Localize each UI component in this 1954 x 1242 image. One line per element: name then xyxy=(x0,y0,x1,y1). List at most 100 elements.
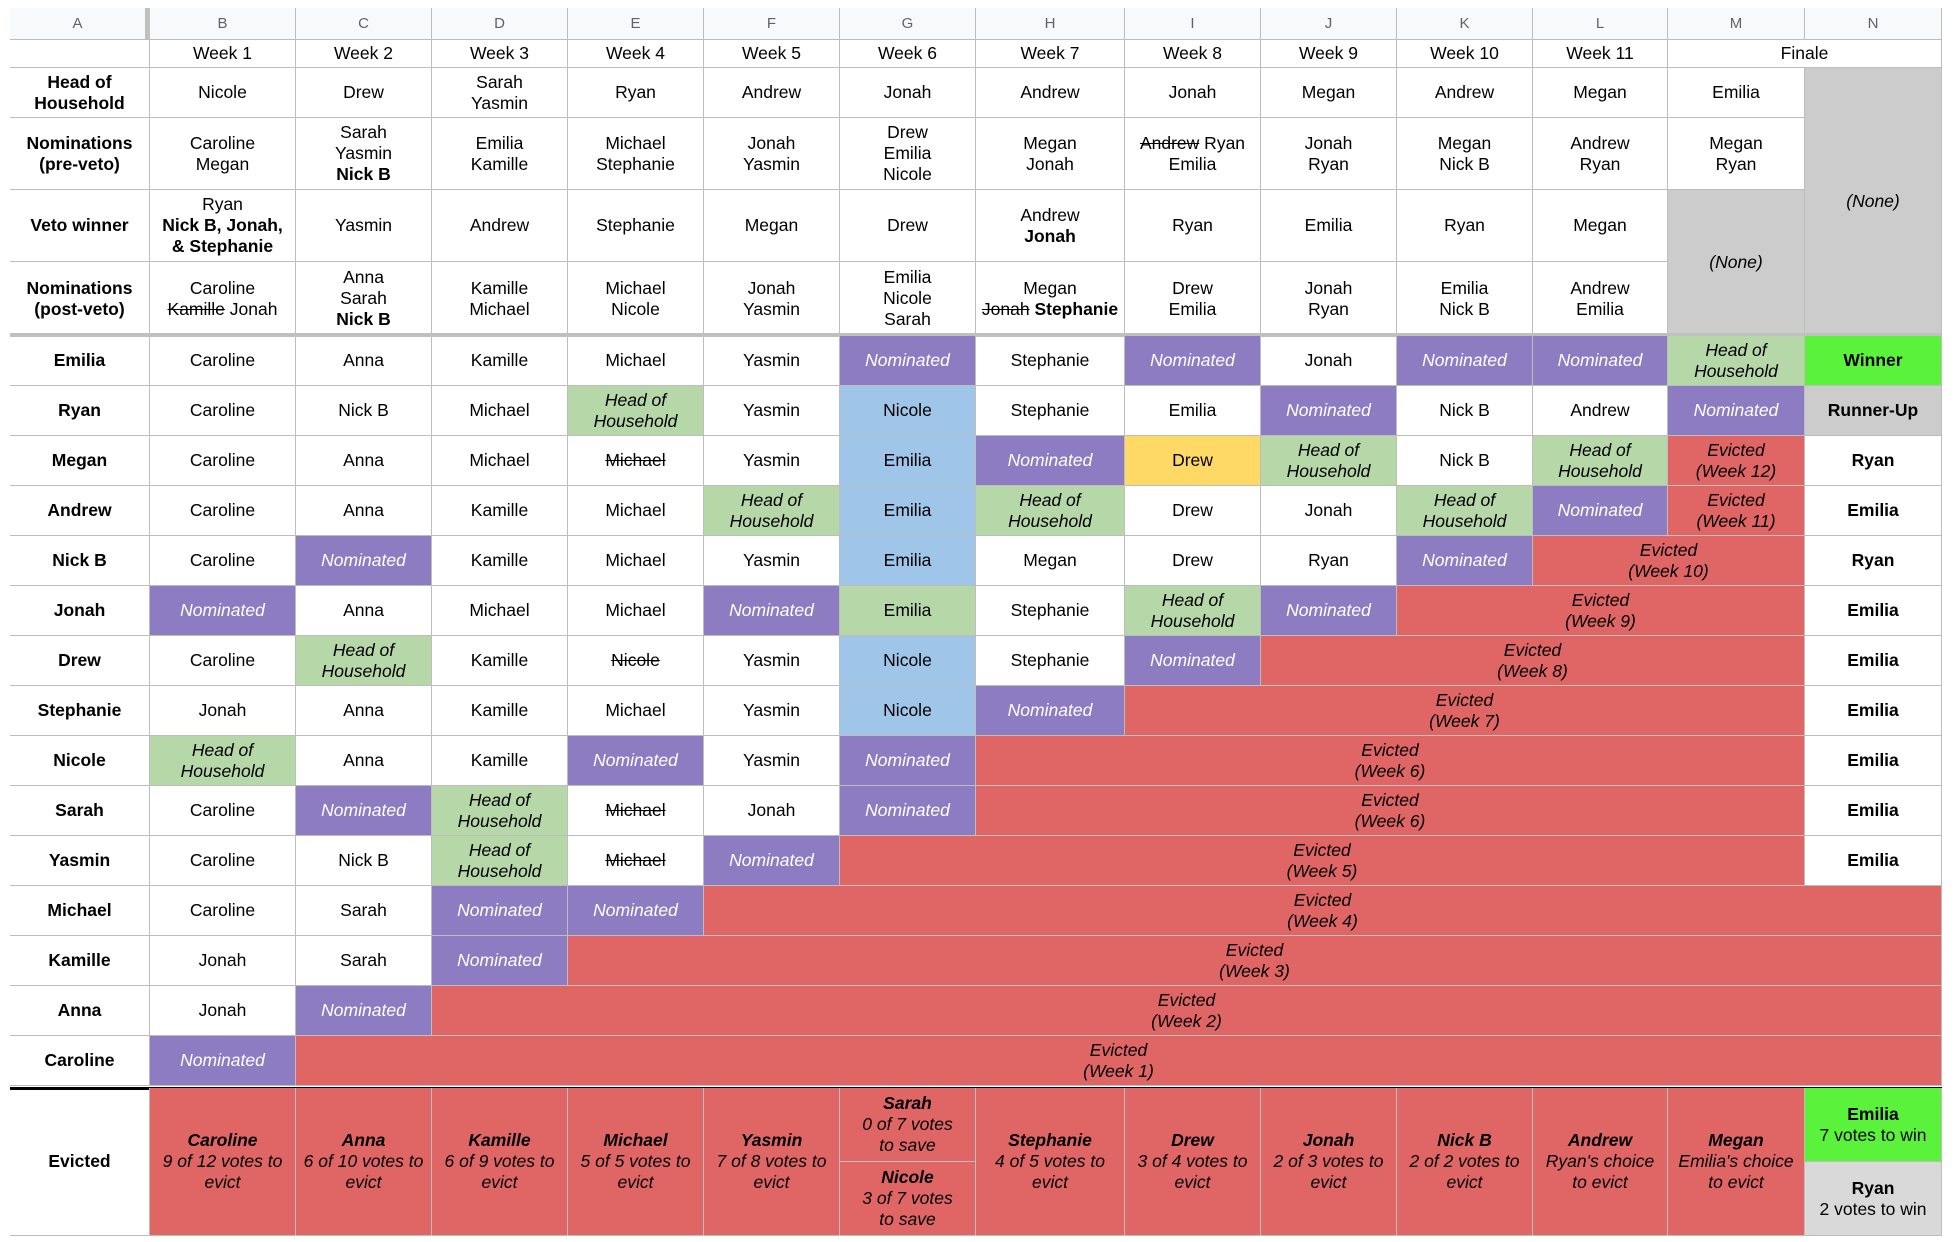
vote-cell[interactable]: Stephanie xyxy=(976,336,1125,386)
vote-cell[interactable]: Nominated xyxy=(568,886,704,936)
vote-cell[interactable]: Nicole xyxy=(568,636,704,686)
vote-cell[interactable]: Stephanie xyxy=(976,386,1125,436)
vote-cell[interactable]: Emilia xyxy=(1805,686,1942,736)
summary-cell[interactable]: Andrew Ryan xyxy=(1533,118,1668,190)
vote-cell[interactable]: Emilia xyxy=(1805,736,1942,786)
vote-cell[interactable]: Stephanie xyxy=(976,636,1125,686)
vote-cell[interactable]: Nicole xyxy=(840,686,976,736)
vote-cell[interactable]: Evicted (Week 6) xyxy=(976,736,1805,786)
summary-row-label[interactable]: Nominations (pre-veto) xyxy=(10,118,150,190)
vote-cell[interactable]: Nominated xyxy=(840,786,976,836)
evicted-summary-cell[interactable]: Yasmin 7 of 8 votes to evict xyxy=(704,1088,840,1236)
vote-cell[interactable]: Yasmin xyxy=(704,336,840,386)
vote-cell[interactable]: Ryan xyxy=(1261,536,1397,586)
vote-cell[interactable]: Caroline xyxy=(150,786,296,836)
vote-cell[interactable]: Emilia xyxy=(1805,586,1942,636)
vote-cell[interactable]: Caroline xyxy=(150,636,296,686)
vote-cell[interactable]: Nominated xyxy=(1261,586,1397,636)
houseguest-name[interactable]: Ryan xyxy=(10,386,150,436)
vote-cell[interactable]: Nominated xyxy=(840,736,976,786)
summary-cell[interactable]: Andrew Emilia xyxy=(1533,262,1668,336)
vote-cell[interactable]: Yasmin xyxy=(704,736,840,786)
evicted-summary-cell[interactable]: Michael 5 of 5 votes to evict xyxy=(568,1088,704,1236)
summary-cell[interactable]: Megan Nick B xyxy=(1397,118,1533,190)
summary-cell[interactable]: Andrew Ryan Emilia xyxy=(1125,118,1261,190)
week-header-6[interactable]: Week 6 xyxy=(840,40,976,68)
houseguest-name[interactable]: Caroline xyxy=(10,1036,150,1086)
evicted-summary-cell[interactable]: Anna 6 of 10 votes to evict xyxy=(296,1088,432,1236)
vote-cell[interactable]: Anna xyxy=(296,586,432,636)
vote-cell[interactable]: Evicted (Week 3) xyxy=(568,936,1942,986)
vote-cell[interactable]: Andrew xyxy=(1533,386,1668,436)
vote-cell[interactable]: Nominated xyxy=(976,686,1125,736)
summary-cell[interactable]: Ryan xyxy=(1125,190,1261,262)
houseguest-name[interactable]: Emilia xyxy=(10,336,150,386)
summary-cell[interactable]: Drew xyxy=(296,68,432,118)
vote-cell[interactable]: Kamille xyxy=(432,636,568,686)
vote-cell[interactable]: Michael xyxy=(432,386,568,436)
vote-cell[interactable]: Nominated xyxy=(1533,336,1668,386)
houseguest-name[interactable]: Yasmin xyxy=(10,836,150,886)
evicted-summary-cell[interactable]: Caroline 9 of 12 votes to evict xyxy=(150,1088,296,1236)
summary-cell[interactable]: Jonah Ryan xyxy=(1261,118,1397,190)
houseguest-name[interactable]: Andrew xyxy=(10,486,150,536)
houseguest-name[interactable]: Nick B xyxy=(10,536,150,586)
vote-cell[interactable]: Jonah xyxy=(1261,486,1397,536)
vote-cell[interactable]: Nominated xyxy=(432,886,568,936)
summary-cell[interactable]: Megan Ryan xyxy=(1668,118,1805,190)
summary-cell[interactable]: Ryan Nick B, Jonah, & Stephanie xyxy=(150,190,296,262)
vote-cell[interactable]: Yasmin xyxy=(704,536,840,586)
vote-cell[interactable]: Sarah xyxy=(296,936,432,986)
vote-cell[interactable]: Caroline xyxy=(150,886,296,936)
week-header-4[interactable]: Week 4 xyxy=(568,40,704,68)
summary-cell[interactable]: Caroline Kamille Jonah xyxy=(150,262,296,336)
vote-cell[interactable]: Kamille xyxy=(432,686,568,736)
vote-cell[interactable]: Evicted (Week 1) xyxy=(296,1036,1942,1086)
houseguest-name[interactable]: Stephanie xyxy=(10,686,150,736)
vote-cell[interactable]: Evicted (Week 10) xyxy=(1533,536,1805,586)
vote-cell[interactable]: Nick B xyxy=(1397,386,1533,436)
summary-cell[interactable]: Yasmin xyxy=(296,190,432,262)
week-header-7[interactable]: Week 7 xyxy=(976,40,1125,68)
summary-cell[interactable]: Emilia Nicole Sarah xyxy=(840,262,976,336)
vote-cell[interactable]: Evicted (Week 11) xyxy=(1668,486,1805,536)
vote-cell[interactable]: Yasmin xyxy=(704,386,840,436)
summary-cell[interactable]: Ryan xyxy=(568,68,704,118)
summary-cell[interactable]: Sarah Yasmin Nick B xyxy=(296,118,432,190)
summary-cell[interactable]: Michael Stephanie xyxy=(568,118,704,190)
vote-cell[interactable]: Michael xyxy=(568,336,704,386)
week-header-5[interactable]: Week 5 xyxy=(704,40,840,68)
vote-cell[interactable]: Nominated xyxy=(1125,336,1261,386)
summary-cell[interactable]: Emilia xyxy=(1668,68,1805,118)
evicted-summary-cell[interactable]: Nicole 3 of 7 votes to save xyxy=(840,1162,976,1236)
vote-cell[interactable]: Drew xyxy=(1125,436,1261,486)
vote-cell[interactable]: Drew xyxy=(1125,536,1261,586)
week-header-8[interactable]: Week 8 xyxy=(1125,40,1261,68)
vote-cell[interactable]: Yasmin xyxy=(704,636,840,686)
vote-cell[interactable]: Sarah xyxy=(296,886,432,936)
summary-cell[interactable]: Megan xyxy=(1261,68,1397,118)
column-letter-G[interactable]: G xyxy=(840,8,976,40)
evicted-summary-cell[interactable]: Drew 3 of 4 votes to evict xyxy=(1125,1088,1261,1236)
week-header-9[interactable]: Week 9 xyxy=(1261,40,1397,68)
houseguest-name[interactable]: Michael xyxy=(10,886,150,936)
vote-cell[interactable]: Megan xyxy=(976,536,1125,586)
houseguest-name[interactable]: Nicole xyxy=(10,736,150,786)
column-letter-E[interactable]: E xyxy=(568,8,704,40)
summary-row-label[interactable]: Veto winner xyxy=(10,190,150,262)
vote-cell[interactable]: Emilia xyxy=(1805,636,1942,686)
week-header-1[interactable]: Week 1 xyxy=(150,40,296,68)
column-letter-H[interactable]: H xyxy=(976,8,1125,40)
summary-cell[interactable]: Jonah Ryan xyxy=(1261,262,1397,336)
vote-cell[interactable]: Nominated xyxy=(704,836,840,886)
vote-cell[interactable]: Jonah xyxy=(150,986,296,1036)
vote-cell[interactable]: Nick B xyxy=(296,386,432,436)
week-header-3[interactable]: Week 3 xyxy=(432,40,568,68)
vote-cell[interactable]: Emilia xyxy=(840,436,976,486)
week-header-10[interactable]: Week 10 xyxy=(1397,40,1533,68)
column-letter-C[interactable]: C xyxy=(296,8,432,40)
vote-cell[interactable]: Michael xyxy=(432,586,568,636)
houseguest-name[interactable]: Jonah xyxy=(10,586,150,636)
houseguest-name[interactable]: Anna xyxy=(10,986,150,1036)
vote-cell[interactable]: Head of Household xyxy=(296,636,432,686)
